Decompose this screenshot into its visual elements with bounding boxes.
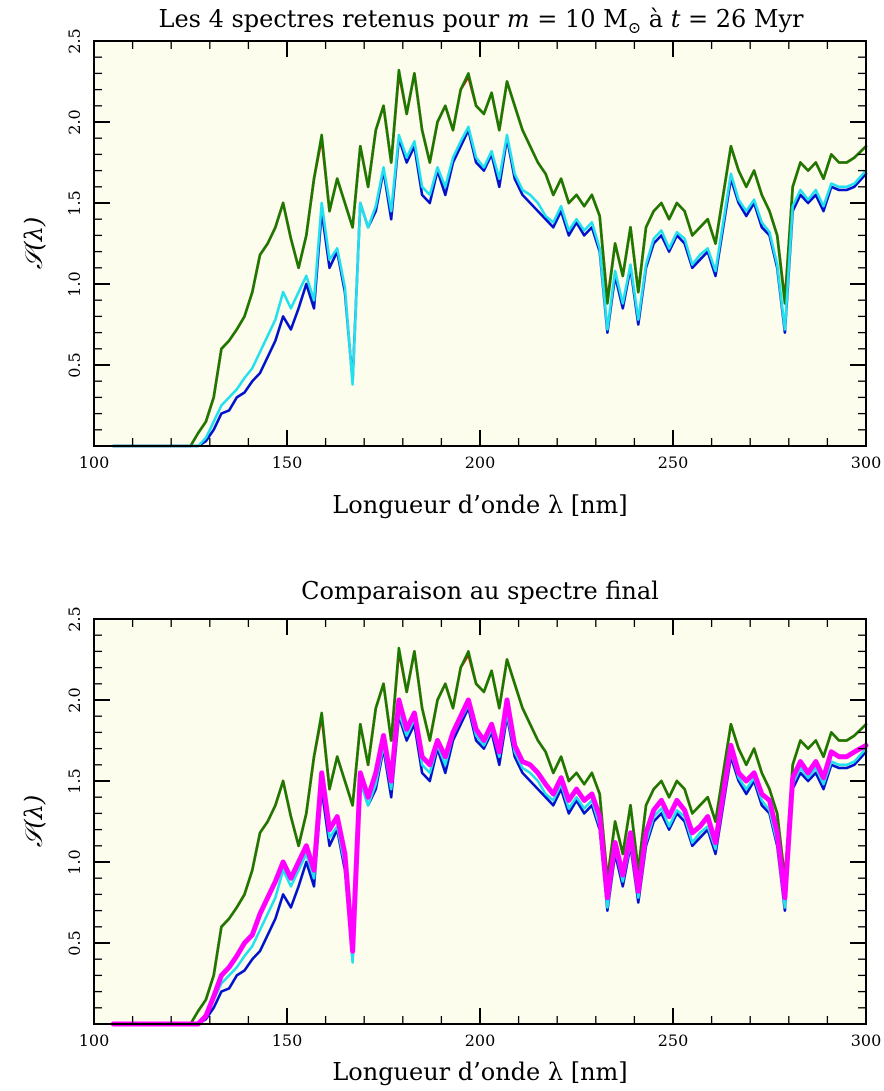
y-tick-label: 1.0 — [65, 271, 84, 296]
y-tick-label: 2.0 — [65, 109, 84, 134]
y-tick-label: 1.5 — [65, 768, 84, 793]
x-tick-label: 150 — [272, 1031, 303, 1050]
x-tick-label: 200 — [465, 1031, 496, 1050]
y-tick-label: 1.5 — [65, 190, 84, 215]
plot-frame — [93, 40, 867, 447]
chart-comparaison: Comparaison au spectre final 100 150 200 25… — [20, 577, 881, 1086]
series-line-3 — [112, 703, 868, 1026]
y-tick-label: 2.5 — [65, 606, 84, 631]
x-tick-label: 250 — [658, 453, 689, 472]
plot-area — [94, 619, 866, 1024]
x-tick-label: 200 — [465, 453, 496, 472]
y-axis-label: 𝒮(λ) — [20, 795, 48, 848]
chart-title: Comparaison au spectre final — [301, 577, 659, 605]
chart-spectres-retenus: Les 4 spectres retenus pour m = 10 M⊙ à … — [20, 5, 881, 519]
y-axis-label: 𝒮(λ) — [20, 217, 48, 270]
x-tick-label: 150 — [272, 453, 303, 472]
series-line-2 — [112, 706, 868, 1026]
y-tick-label: 0.5 — [65, 930, 84, 955]
series-line-1 — [112, 68, 868, 448]
series-layer — [110, 646, 869, 1027]
x-tick-label: 100 — [79, 1031, 110, 1050]
plot-frame — [93, 618, 867, 1025]
y-tick-label: 2.0 — [65, 687, 84, 712]
x-tick-label: 100 — [79, 453, 110, 472]
chart-title: Les 4 spectres retenus pour m = 10 M⊙ à … — [159, 5, 805, 37]
x-tick-label: 300 — [851, 453, 882, 472]
plot-area — [94, 41, 866, 446]
series-layer — [112, 68, 868, 448]
y-tick-label: 1.0 — [65, 849, 84, 874]
y-tick-label: 2.5 — [65, 28, 84, 53]
x-axis-label: Longueur d’onde λ [nm] — [332, 491, 627, 519]
tick-layer: 100 150 200 250 300 0.5 1.0 1.5 2.0 2.5 — [65, 28, 881, 472]
series-line-1 — [112, 646, 868, 1026]
x-tick-label: 300 — [851, 1031, 882, 1050]
y-tick-label: 0.5 — [65, 352, 84, 377]
series-line-2 — [112, 128, 868, 448]
series-line-4 — [110, 697, 869, 1027]
x-axis-label: Longueur d’onde λ [nm] — [332, 1058, 627, 1086]
x-tick-label: 250 — [658, 1031, 689, 1050]
series-line-3 — [112, 125, 868, 448]
